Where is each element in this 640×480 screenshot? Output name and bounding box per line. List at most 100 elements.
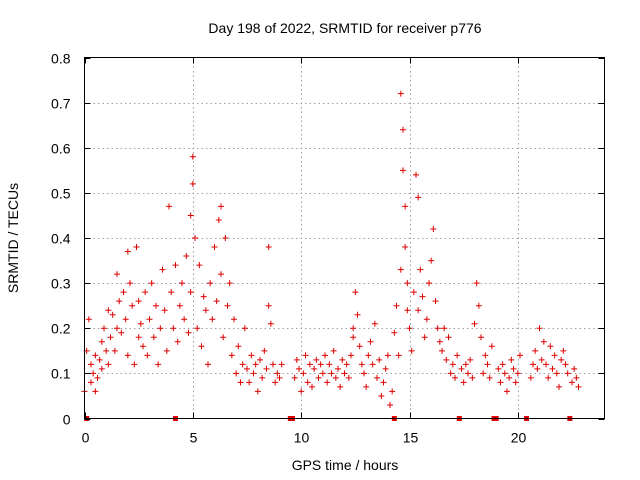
data-point [105, 361, 112, 368]
data-point [192, 235, 198, 241]
data-point [300, 370, 307, 377]
data-point [367, 338, 374, 345]
data-point [345, 374, 352, 381]
data-point [436, 338, 443, 345]
data-point [133, 244, 140, 251]
data-point [501, 370, 508, 377]
data-point [471, 320, 478, 327]
data-point [120, 289, 127, 296]
axes-layer: 0 0.1 0.2 0.3 0.4 0.5 0.6 0.7 0.8 0 5 10 15 20 [51, 51, 605, 446]
data-point [272, 379, 279, 386]
data-point [306, 361, 313, 368]
data-point [168, 289, 175, 296]
data-point [356, 343, 363, 350]
data-point [146, 316, 153, 323]
data-point [85, 316, 92, 323]
data-point [233, 370, 240, 377]
y-tick-label: 0.7 [51, 96, 71, 112]
data-point [332, 374, 339, 381]
data-point [562, 361, 569, 368]
data-point [417, 266, 424, 273]
data-point [176, 302, 183, 309]
data-point [105, 307, 112, 314]
data-point [129, 302, 136, 309]
data-point [486, 374, 493, 381]
data-point [92, 352, 99, 359]
data-point [387, 401, 393, 408]
data-point [96, 356, 103, 363]
data-point [350, 325, 357, 332]
data-point [267, 320, 274, 327]
data-point [218, 271, 224, 278]
data-point [315, 374, 322, 381]
data-point [382, 365, 389, 372]
data-point [462, 361, 469, 368]
data-point [98, 365, 105, 372]
data-point [415, 194, 422, 201]
data-point [564, 370, 571, 377]
data-point [430, 225, 437, 232]
data-point [556, 383, 562, 390]
y-tick-label: 0.4 [51, 231, 71, 247]
data-point [434, 325, 441, 332]
data-point [335, 365, 341, 372]
data-point [296, 365, 302, 372]
data-point [187, 289, 194, 296]
data-point [137, 320, 144, 327]
data-point [423, 316, 430, 323]
data-point [174, 338, 181, 345]
data-point [157, 325, 164, 332]
data-point [205, 361, 211, 368]
x-axis-label: GPS time / hours [292, 457, 399, 473]
data-point [111, 347, 118, 354]
data-point [209, 316, 216, 323]
data-point [350, 334, 357, 341]
data-point [445, 334, 452, 341]
data-point [155, 361, 162, 368]
data-point [116, 298, 123, 305]
data-point [127, 280, 133, 287]
data-point [304, 379, 311, 386]
data-point [465, 370, 471, 377]
data-point [376, 356, 383, 363]
data-point [458, 365, 465, 372]
data-point [202, 307, 209, 314]
data-point [90, 370, 97, 377]
data-point [244, 365, 250, 372]
data-point [337, 383, 344, 390]
data-point [536, 325, 543, 332]
data-point [452, 374, 458, 381]
data-point [354, 311, 361, 318]
data-point [311, 365, 318, 372]
data-point [324, 379, 331, 386]
data-point [291, 374, 298, 381]
data-point [400, 167, 406, 174]
data-point [235, 343, 242, 350]
data-point [88, 379, 94, 386]
data-point [540, 338, 547, 345]
data-point [551, 352, 558, 359]
data-point [261, 347, 268, 354]
data-point [415, 307, 422, 314]
data-point [426, 280, 432, 287]
data-point [109, 311, 116, 318]
data-point [499, 361, 506, 368]
y-tick-label: 0.1 [51, 366, 71, 382]
data-point [484, 361, 491, 368]
data-point [497, 379, 504, 386]
data-point [189, 153, 196, 160]
data-point [391, 329, 398, 336]
data-point [495, 365, 502, 372]
data-point [215, 216, 222, 223]
data-point [447, 370, 454, 377]
data-point [185, 329, 192, 336]
data-point [148, 280, 155, 287]
data-point [228, 352, 235, 359]
data-point [475, 302, 482, 309]
data-point [207, 280, 214, 287]
data-point [94, 374, 101, 381]
data-point [194, 325, 201, 332]
data-point [443, 356, 450, 363]
data-point [144, 352, 151, 359]
